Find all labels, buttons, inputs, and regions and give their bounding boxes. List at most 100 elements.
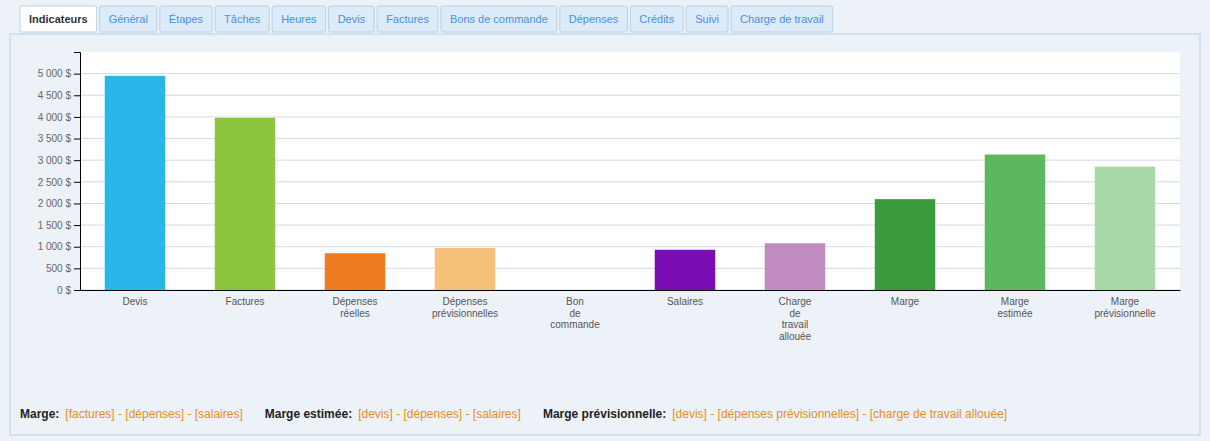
legend: Marge:[factures] - [dépenses] - [salaire… (20, 407, 1007, 421)
tick-label: Factures (226, 296, 265, 307)
tick-label-line: Devis (122, 296, 147, 307)
tick-label: 1 500 $ (38, 220, 72, 231)
tab-label: Indicateurs (29, 13, 88, 25)
tick-label-line: Charge (779, 296, 812, 307)
tick-mark (74, 117, 80, 118)
tick: 2 000 $ (38, 198, 80, 209)
tab[interactable]: Factures (377, 6, 438, 32)
tick-label: Bondecommande (550, 296, 600, 330)
tab-box[interactable] (686, 6, 728, 32)
bar (655, 250, 716, 290)
tick-label: Margeprévisionnelle (1094, 296, 1156, 319)
tick-label-line: Marge (891, 296, 920, 307)
tab-box[interactable] (441, 6, 557, 32)
tab[interactable]: Charge de travail (731, 6, 833, 32)
tick: Dépensesréelles (332, 296, 377, 319)
tab[interactable]: Étapes (160, 6, 212, 32)
bar (325, 253, 386, 290)
tab-box[interactable] (100, 6, 157, 32)
tick-mark (74, 74, 80, 75)
tick: Dépensesprévisionnelles (432, 296, 498, 319)
tick-mark (74, 95, 80, 96)
tick-label: 3 000 $ (38, 155, 72, 166)
tab-label: Tâches (224, 13, 261, 25)
chart: Indicateurs GénéralÉtapes Tâches Heures Devi… (0, 0, 1210, 441)
tab-label: Bons de commande (450, 13, 548, 25)
tab-box[interactable] (215, 6, 269, 32)
tick-label-line: réelles (340, 308, 369, 319)
tick: 1 000 $ (38, 241, 80, 252)
tab-label: Factures (386, 13, 429, 25)
tab[interactable]: Indicateurs (20, 6, 97, 32)
tick-label-line: Marge (1001, 296, 1030, 307)
bar (545, 290, 606, 291)
tick: Factures (226, 296, 265, 307)
tab[interactable]: Crédits (630, 6, 683, 32)
tick-label-line: Dépenses (332, 296, 377, 307)
tick-label-line: estimée (997, 308, 1032, 319)
tick-label-line: de (569, 308, 581, 319)
tab-box[interactable] (377, 6, 438, 32)
tick-label-line: Dépenses (442, 296, 487, 307)
bar (105, 76, 166, 290)
tab[interactable]: Devis (329, 6, 375, 32)
tick-mark (74, 182, 80, 183)
tick: 2 500 $ (38, 177, 80, 188)
legend-item: Marge estimée: (265, 407, 352, 421)
tick-label: 2 000 $ (38, 198, 72, 209)
tick-mark (74, 247, 80, 248)
tick: Marge (891, 296, 920, 307)
tick-label: Dépensesprévisionnelles (432, 296, 498, 319)
tick-label: 4 500 $ (38, 90, 72, 101)
tick-label: Margeestimée (997, 296, 1032, 319)
tab[interactable]: Dépenses (560, 6, 628, 32)
tab-label: Crédits (639, 13, 674, 25)
tab-label: Charge de travail (740, 13, 824, 25)
tab-label: Devis (338, 13, 366, 25)
bar (215, 118, 276, 290)
tick-mark (74, 290, 80, 291)
tab[interactable]: Bons de commande (441, 6, 557, 32)
tab-bar: Indicateurs GénéralÉtapes Tâches Heures Devi… (20, 6, 833, 32)
tick-label-line: Bon (566, 296, 584, 307)
tab-box[interactable] (731, 6, 833, 32)
tab[interactable]: Tâches (215, 6, 269, 32)
tick-mark (74, 139, 80, 140)
legend-item: [devis] - [dépenses prévisionnelles] - [… (672, 407, 1007, 421)
tab-box[interactable] (160, 6, 212, 32)
tab-box[interactable] (20, 6, 97, 32)
tick: 1 500 $ (38, 220, 80, 231)
legend-item: [devis] - [dépenses] - [salaires] (358, 407, 521, 421)
bar (435, 248, 496, 290)
tick-label-line: allouée (779, 331, 812, 342)
tick-label: Dépensesréelles (332, 296, 377, 319)
tick-label: Chargedetravailallouée (779, 296, 812, 342)
tick: Devis (122, 296, 147, 307)
plot-area (80, 52, 1180, 290)
tick: 5 000 $ (38, 68, 80, 79)
tick-label: 5 000 $ (38, 68, 72, 79)
tick-mark (74, 160, 80, 161)
tick: Margeestimée (997, 296, 1032, 319)
tick-label-line: Marge (1111, 296, 1140, 307)
tick-mark (74, 268, 80, 269)
tab-box[interactable] (329, 6, 375, 32)
tick: 4 000 $ (38, 112, 80, 123)
tick: 4 500 $ (38, 90, 80, 101)
bar (1095, 167, 1156, 290)
tab-box[interactable] (272, 6, 325, 32)
tick-label-line: commande (550, 319, 600, 330)
tab[interactable]: Heures (272, 6, 325, 32)
tab-label: Suivi (695, 13, 719, 25)
tab[interactable]: Général (100, 6, 157, 32)
tab-box[interactable] (630, 6, 683, 32)
y-axis: 0 $500 $1 000 $1 500 $2 000 $2 500 $3 00… (38, 53, 81, 296)
tick-label-line: de (789, 308, 801, 319)
tab[interactable]: Suivi (686, 6, 728, 32)
tab-box[interactable] (560, 6, 628, 32)
grid-line (80, 116, 1180, 117)
panel (10, 34, 1200, 435)
tick-label-line: prévisionnelles (432, 308, 498, 319)
tick-label: Marge (891, 296, 920, 307)
grid (80, 74, 1180, 290)
